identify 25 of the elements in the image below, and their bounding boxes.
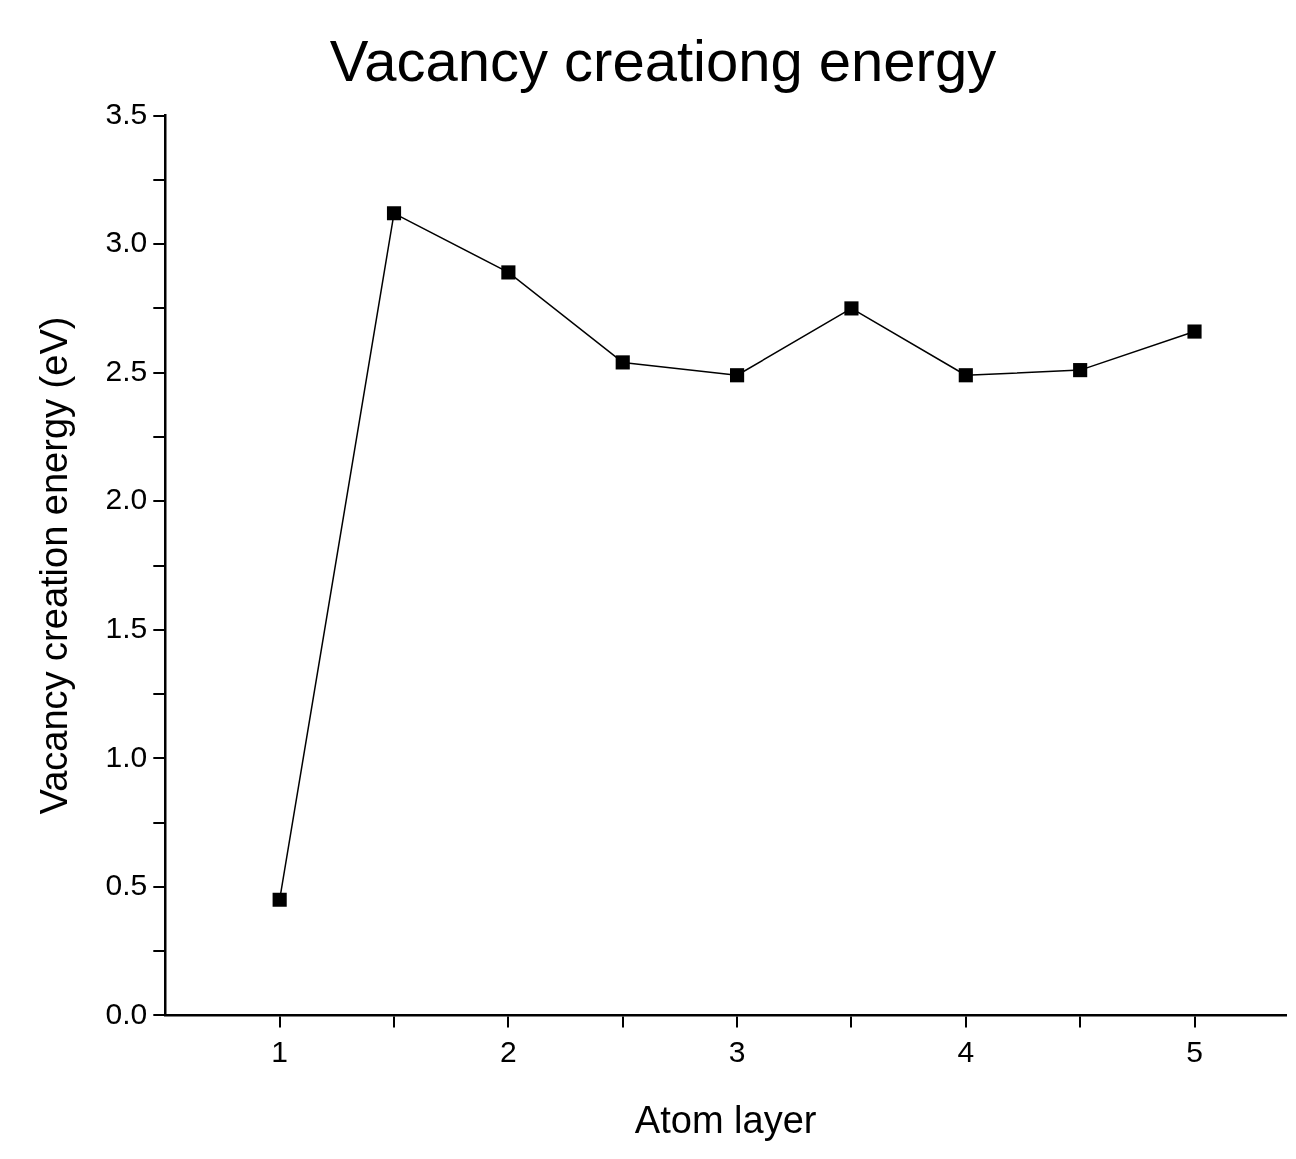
y-tick-label: 0.5 bbox=[105, 868, 148, 902]
x-tick-label: 2 bbox=[500, 1034, 517, 1068]
x-tick-label: 4 bbox=[957, 1034, 975, 1068]
y-tick-label: 0.0 bbox=[105, 996, 148, 1030]
x-tick-label: 5 bbox=[1186, 1034, 1203, 1068]
y-tick-label: 1.5 bbox=[105, 611, 148, 645]
y-tick-label: 1.0 bbox=[105, 739, 148, 773]
y-tick-label: 2.5 bbox=[105, 353, 148, 387]
point bbox=[386, 206, 402, 221]
point bbox=[615, 355, 630, 370]
chart-title: Vacancy creationg energy bbox=[329, 27, 997, 93]
point bbox=[730, 368, 745, 383]
y-tick-label: 3.5 bbox=[105, 96, 148, 130]
point bbox=[844, 301, 859, 316]
y-axis-title: Vacancy creation energy (eV) bbox=[33, 316, 76, 815]
x-tick-label: 3 bbox=[728, 1034, 746, 1068]
point bbox=[1073, 363, 1088, 378]
x-axis-title: Atom layer bbox=[634, 1098, 817, 1141]
x-tick-label: 1 bbox=[271, 1034, 288, 1068]
y-tick-label: 3.0 bbox=[105, 225, 148, 259]
point bbox=[1187, 324, 1202, 339]
point bbox=[958, 368, 973, 383]
y-tick-label: 2.0 bbox=[105, 482, 148, 516]
point bbox=[501, 265, 516, 280]
point bbox=[272, 892, 287, 907]
